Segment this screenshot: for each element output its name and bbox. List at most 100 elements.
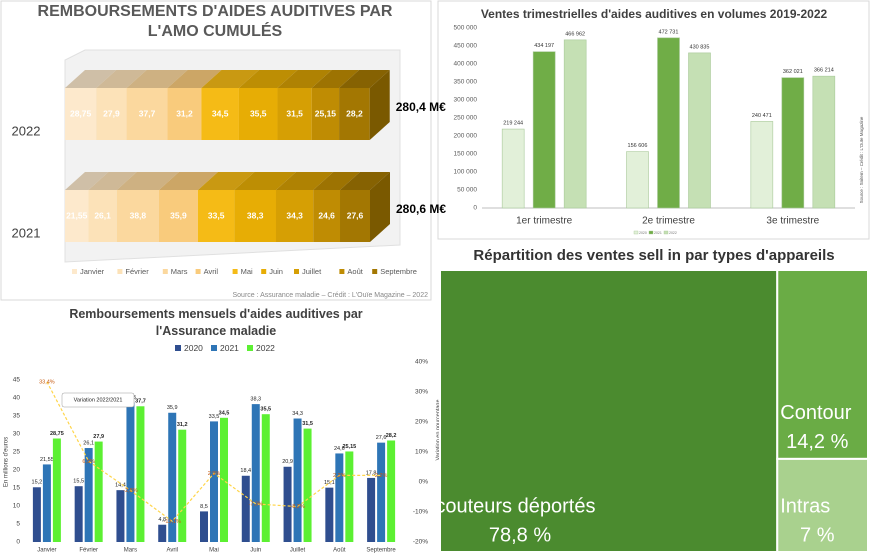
bar [88,190,117,242]
legend-swatch [261,269,267,274]
y2-tick-label: 20% [415,419,428,426]
bar [688,52,711,209]
value-label: 24,6 [334,446,345,452]
value-label: 434 197 [534,43,554,49]
value-label: 21,55 [40,457,54,463]
bar [96,88,127,140]
bar [126,402,135,542]
tile-labels: Écouteurs déportés 78,8 % [440,494,595,546]
bar [84,448,93,542]
bar [167,88,202,140]
x-tick-label: Septembre [366,548,396,554]
y-tick-label: 0 [473,205,477,212]
bar [116,490,125,542]
legend-swatch [117,269,123,274]
legend-swatch [339,269,345,274]
bar-top [158,172,218,190]
value-label: 15,1 [324,480,335,486]
value-label: 27,9 [93,434,104,440]
chart-title: Remboursements mensuels d'aides auditive… [69,307,363,338]
bar [126,88,168,140]
legend-swatch [175,345,181,351]
legend-label: Mai [241,267,253,276]
value-label: 34,3 [286,210,303,220]
value-label: 28,2 [346,108,363,118]
legend-label: 2022 [256,343,275,353]
value-label: 31,5 [302,421,313,427]
tile-labels: Contour 14,2 % [780,402,851,453]
value-label: 27,6 [347,210,364,220]
bar [201,88,239,140]
value-label: 472 731 [659,29,679,35]
y-tick-label: 10 [13,503,21,510]
bar [377,442,386,542]
bar-top [311,70,360,88]
bar [74,486,83,542]
variation-label: 6,9% [82,459,95,465]
y-tick-label: 45 [13,377,21,384]
value-label: 25,15 [342,444,356,450]
value-label: 38,8 [130,210,147,220]
y-tick-label: 40 [13,395,21,402]
bar [241,475,250,542]
y-axis-title: En millions d'euros [4,437,10,487]
y-tick-label: 500 000 [454,25,478,32]
bar [283,466,292,542]
source: Source : Snitem – Crédit : L'Ouïe Magazi… [859,116,864,203]
tile [776,457,869,553]
value-label: 35,5 [260,407,271,413]
bar-top [88,172,137,190]
legend-swatch [648,230,654,235]
x-tick-label: Mai [209,548,219,554]
value-label: 20,9 [282,459,293,465]
variation-label: 33,4% [39,379,55,385]
y-tick-label: 300 000 [454,97,478,104]
bar [313,190,341,242]
bar [200,511,208,542]
value-label: 37,7 [139,108,156,118]
bar [626,151,649,209]
legend-swatch [232,269,238,274]
value-label: 156 606 [628,143,648,149]
value-label: 15,5 [73,479,84,485]
bar [303,428,312,542]
legend-swatch [372,269,378,274]
legend-label: 2020 [639,231,647,235]
x-tick-label: Juillet [290,548,306,554]
y-tick-label: 30 [13,431,21,438]
value-label: 466 962 [565,31,585,37]
legend-swatch [294,269,299,274]
y-tick-label: 25 [13,449,21,456]
variation-label: -8,2% [290,504,304,510]
value-label: 430 835 [690,44,710,50]
value-label: 26,1 [83,440,94,446]
legend-label: Juillet [302,267,322,276]
y2-axis-title: Variation en pourcentage [435,399,441,460]
value-label: 25,15 [315,108,337,118]
value-label: 15,2 [32,480,43,486]
bar [339,88,370,140]
legend-swatch [633,230,639,235]
row-label: 2021 [12,225,41,240]
x-tick-label: 2e trimestre [642,216,695,227]
y2-tick-label: 10% [415,449,428,456]
bar [367,477,376,542]
legend-label: 2020 [184,343,203,353]
bar [501,128,525,209]
variation-line [46,381,382,523]
tile-value: 14,2 % [786,431,848,453]
bar [275,190,314,242]
bar-top [197,172,255,190]
bar-top [275,172,334,190]
legend-swatch [72,269,77,274]
bar [251,404,260,542]
y-tick-label: 15 [13,485,21,492]
bar [136,406,145,542]
value-label: 18,4 [240,468,251,474]
bar [387,440,396,542]
bar [657,37,680,209]
legend-label: 2022 [669,231,677,235]
value-label: 17,8 [366,470,377,476]
